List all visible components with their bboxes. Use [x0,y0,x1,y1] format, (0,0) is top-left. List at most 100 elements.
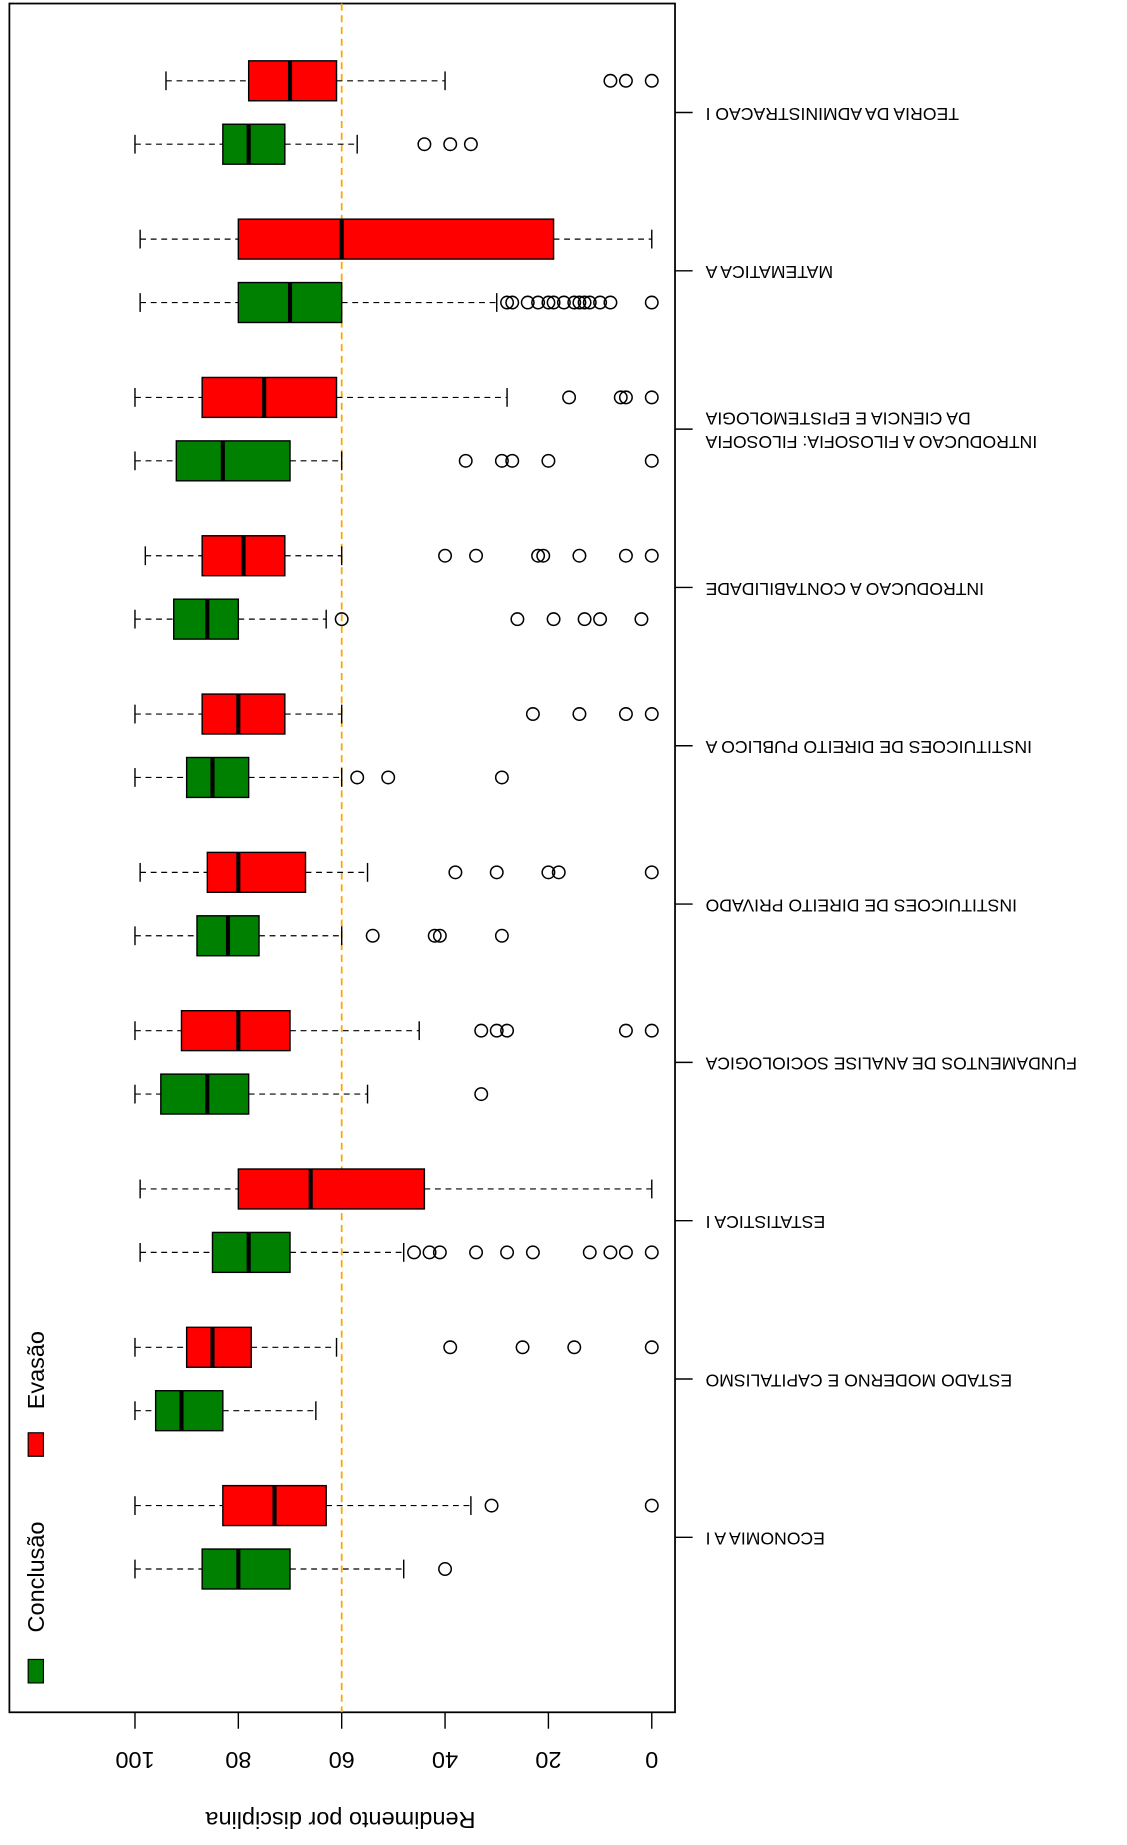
outlier [644,548,659,563]
axis-label: Rendimento por disciplina [205,1807,476,1833]
outlier [593,295,608,310]
outlier [422,1245,437,1260]
outlier [551,865,566,880]
outlier [618,707,633,722]
box [185,756,250,799]
outlier [525,1245,540,1260]
outlier [618,548,633,563]
outlier [572,548,587,563]
outlier [505,295,520,310]
outlier [469,1245,484,1260]
outlier [489,865,504,880]
category-label: INSTITUICOES DE DIREITO PRIVADO [706,895,1017,915]
outlier [562,390,577,405]
outlier [634,612,649,627]
outlier [541,295,556,310]
outlier [541,453,556,468]
outlier [546,612,561,627]
outlier [500,1023,515,1038]
outlier [458,453,473,468]
box [185,1326,252,1368]
outlier [618,73,633,88]
outlier [432,928,447,943]
outlier [350,770,365,785]
box [237,1168,426,1210]
outlier [520,295,535,310]
outlier [510,612,525,627]
outlier [644,73,659,88]
outlier [443,137,458,152]
outlier [489,1023,504,1038]
outlier [438,1562,453,1577]
outlier [582,295,597,310]
outlier [556,295,571,310]
outlier [463,137,478,152]
outlier [644,1340,659,1355]
box [222,123,286,165]
category-label: MATEMATICA A [705,262,833,282]
outlier [618,1023,633,1038]
outlier [427,928,442,943]
y-tick-label: 40 [432,1747,458,1773]
category-label: FUNDAMENTOS DE ANALISE SOCIOLOGICA [705,1054,1077,1074]
outlier [500,1245,515,1260]
outlier [536,548,551,563]
outlier [572,295,587,310]
legend-label: Evasão [23,1331,49,1409]
outlier [365,928,380,943]
category-label: INTRODUCAO A CONTABILIDADE [706,579,984,599]
outlier [593,612,608,627]
outlier [618,390,633,405]
y-tick-label: 80 [225,1747,251,1773]
box [201,693,286,735]
outlier [644,1245,659,1260]
outlier [644,1023,659,1038]
legend-swatch [27,1432,45,1457]
box [175,440,291,482]
outlier [567,295,582,310]
outlier [577,612,592,627]
outlier [572,707,587,722]
box [160,1073,250,1115]
outlier [494,928,509,943]
outlier [644,707,659,722]
box [154,1390,224,1432]
outlier [644,453,659,468]
y-tick-label: 20 [535,1747,561,1773]
category-label: ESTADO MODERNO E CAPITALISMO [706,1370,1013,1390]
outlier [582,1245,597,1260]
outlier [613,390,628,405]
outlier [407,1245,422,1260]
outlier [500,295,515,310]
box [201,376,338,419]
outlier [494,453,509,468]
outlier [644,865,659,880]
outlier [644,295,659,310]
category-label: INTRODUCAO A FILOSOFIA: FILOSOFIADA CIEN… [705,409,1037,452]
box [206,851,307,894]
outlier [618,1245,633,1260]
outlier [469,548,484,563]
box [237,218,555,260]
outlier [417,137,432,152]
outlier [603,295,618,310]
outlier [644,1498,659,1513]
outlier [531,295,546,310]
outlier [603,73,618,88]
outlier [474,1087,489,1102]
outlier [531,548,546,563]
category-label: ECONOMIA A I [706,1529,825,1549]
outlier [494,770,509,785]
y-tick-label: 100 [115,1747,154,1773]
outlier [515,1340,530,1355]
outlier [525,707,540,722]
outlier [505,453,520,468]
box [211,1231,291,1274]
outlier [474,1023,489,1038]
outlier [546,295,561,310]
outlier [603,1245,618,1260]
outlier [448,865,463,880]
box [247,60,338,102]
category-label: ESTATISTICA I [706,1212,826,1232]
box [201,1548,291,1590]
